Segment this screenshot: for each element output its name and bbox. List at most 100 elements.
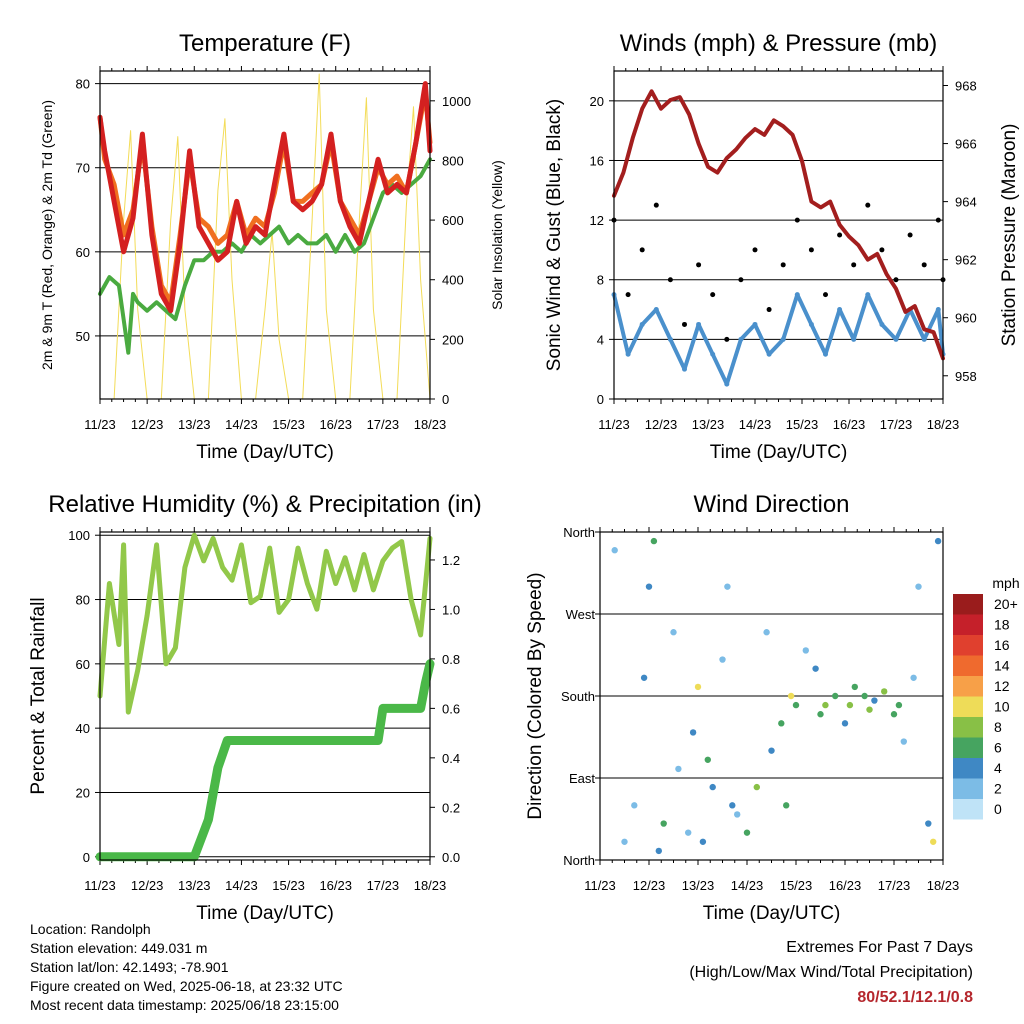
colorbar: [953, 594, 983, 820]
direction-point: [724, 583, 731, 590]
gust-point: [752, 247, 758, 253]
extremes-block: Extremes For Past 7 Days (High/Low/Max W…: [689, 935, 973, 1010]
gust-point: [794, 217, 800, 223]
direction-point: [640, 674, 648, 681]
wind-point: [682, 366, 687, 372]
y-tick-label: 100: [68, 528, 90, 543]
gust-point: [837, 232, 843, 238]
y-tick-label: 80: [76, 593, 90, 608]
y2-tick-label: 0.4: [442, 751, 460, 766]
x-tick-label: 18/23: [927, 417, 960, 432]
colorbar-swatch: [953, 655, 983, 676]
direction-point: [881, 688, 888, 695]
y2-tick-label: 958: [955, 369, 977, 384]
gust-point: [724, 336, 730, 342]
direction-point: [768, 747, 775, 754]
colorbar-label: 6: [994, 740, 1002, 756]
y2-axis-label: Station Pressure (Maroon): [999, 124, 1020, 347]
y-tick-label: 20: [590, 94, 604, 109]
gust-point: [696, 262, 702, 268]
colorbar-title: mph: [992, 575, 1019, 591]
gust-point: [710, 292, 716, 298]
wind-point: [865, 292, 871, 298]
y-tick-label: 8: [597, 273, 604, 288]
colorbar-swatch: [953, 717, 983, 738]
colorbar-label: 8: [994, 719, 1002, 735]
direction-point: [650, 537, 658, 545]
direction-point: [900, 738, 907, 745]
wind-point: [653, 307, 659, 313]
x-tick-label: 13/23: [178, 878, 211, 893]
colorbar-swatch: [953, 778, 983, 799]
direction-point: [655, 847, 662, 855]
wind-point: [625, 351, 631, 357]
x-axis-label: Time (Day/UTC): [710, 442, 848, 463]
direction-point: [895, 701, 903, 709]
wind-point: [851, 336, 857, 342]
y2-tick-label: 1000: [442, 94, 471, 109]
direction-point: [841, 720, 849, 727]
direction-point: [763, 629, 770, 636]
x-tick-label: 16/23: [319, 878, 352, 893]
direction-point: [787, 692, 795, 700]
y-tick-label: 60: [76, 245, 90, 260]
wind-point: [935, 307, 941, 313]
y2-tick-label: 0.2: [442, 800, 460, 815]
pressure-line: [612, 89, 945, 361]
direction-point: [778, 720, 785, 727]
direction-point: [910, 674, 917, 681]
gust-point: [865, 202, 871, 208]
y2-tick-label: 0.8: [442, 652, 460, 667]
direction-point: [631, 802, 638, 809]
extremes-subtitle: (High/Low/Max Wind/Total Precipitation): [689, 964, 973, 981]
direction-point: [704, 756, 711, 763]
direction-point: [802, 647, 809, 654]
wind-point: [837, 307, 843, 313]
colorbar-swatch: [953, 614, 983, 635]
x-tick-label: 18/23: [927, 878, 960, 893]
direction-point: [709, 783, 716, 791]
wind-point: [823, 351, 828, 357]
x-axis-label: Time (Day/UTC): [703, 903, 841, 924]
direction-point: [660, 820, 667, 827]
x-tick-label: 18/23: [414, 878, 447, 893]
x-tick-label: 13/23: [178, 417, 211, 432]
y2-tick-label: 1.2: [442, 553, 460, 568]
direction-point: [685, 829, 692, 836]
chart-title: Wind Direction: [693, 491, 849, 518]
direction-point: [925, 820, 932, 827]
gust-point: [935, 217, 941, 223]
recent-data-text: Most recent data timestamp: 2025/06/18 2…: [30, 997, 339, 1013]
wind-point: [921, 336, 927, 342]
direction-point: [670, 629, 677, 636]
direction-point: [822, 701, 829, 709]
x-tick-label: 14/23: [225, 417, 258, 432]
colorbar-label: 18: [994, 617, 1010, 633]
y2-tick-label: 0: [442, 392, 449, 407]
colorbar-swatch: [953, 799, 983, 820]
x-tick-label: 18/23: [414, 417, 447, 432]
gust-point: [625, 292, 631, 298]
y-axis-label: 2m & 9m T (Red, Orange) & 2m Td (Green): [39, 100, 55, 370]
x-tick-label: 16/23: [319, 417, 352, 432]
y2-tick-label: 962: [955, 253, 977, 268]
y2-tick-label: 1.0: [442, 602, 460, 617]
y-tick-label: 16: [590, 153, 604, 168]
gust-point: [738, 277, 744, 283]
gust-point: [639, 247, 645, 253]
plot-frame: [613, 70, 944, 400]
x-tick-label: 16/23: [833, 417, 866, 432]
direction-point: [743, 829, 751, 836]
direction-point: [621, 838, 628, 845]
colorbar-swatch: [953, 594, 983, 615]
colorbar-swatch: [953, 696, 983, 717]
direction-point: [694, 683, 702, 691]
colorbar-swatch: [953, 758, 983, 779]
gust-point: [780, 262, 786, 268]
y-axis-label: Percent & Total Rainfall: [28, 597, 49, 794]
wind-point: [639, 321, 645, 327]
gust-point: [823, 292, 828, 298]
panel-2: [609, 66, 948, 404]
colorbar-swatch: [953, 737, 983, 758]
